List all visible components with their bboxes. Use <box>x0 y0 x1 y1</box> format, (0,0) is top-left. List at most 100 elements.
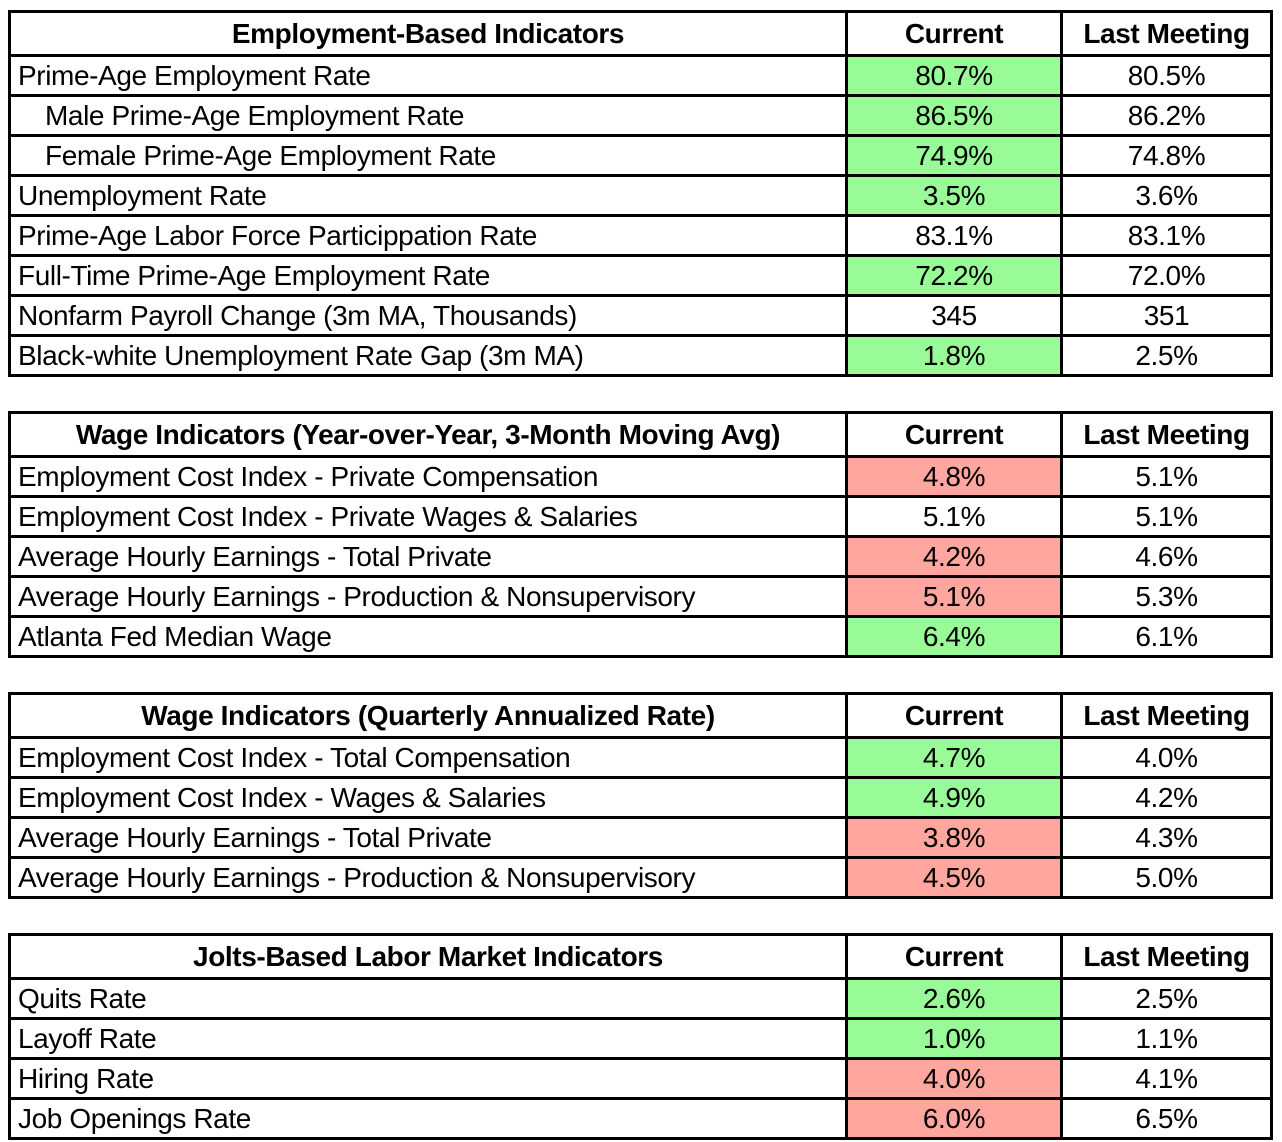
table-row: Unemployment Rate 3.5% 3.6% <box>8 174 1273 217</box>
indicator-label: Average Hourly Earnings - Total Private <box>8 816 848 859</box>
current-value: 1.0% <box>845 1017 1063 1060</box>
last-meeting-value: 5.0% <box>1060 856 1273 899</box>
current-column-header: Current <box>845 411 1063 458</box>
last-meeting-value: 5.3% <box>1060 575 1273 618</box>
table-title: Employment-Based Indicators <box>8 10 848 57</box>
indicator-label: Male Prime-Age Employment Rate <box>8 94 848 137</box>
last-meeting-column-header: Last Meeting <box>1060 411 1273 458</box>
employment-indicators-table: Employment-Based Indicators Current Last… <box>8 10 1273 377</box>
current-value: 72.2% <box>845 254 1063 297</box>
current-value: 4.9% <box>845 776 1063 819</box>
table-header-row: Jolts-Based Labor Market Indicators Curr… <box>8 933 1273 980</box>
indicator-label: Employment Cost Index - Wages & Salaries <box>8 776 848 819</box>
table-row: Female Prime-Age Employment Rate 74.9% 7… <box>8 134 1273 177</box>
current-value: 6.4% <box>845 615 1063 658</box>
table-row: Nonfarm Payroll Change (3m MA, Thousands… <box>8 294 1273 337</box>
current-value: 5.1% <box>845 495 1063 538</box>
current-value: 4.8% <box>845 455 1063 498</box>
indicator-label: Layoff Rate <box>8 1017 848 1060</box>
last-meeting-value: 74.8% <box>1060 134 1273 177</box>
table-row: Employment Cost Index - Private Compensa… <box>8 455 1273 498</box>
indicator-label: Nonfarm Payroll Change (3m MA, Thousands… <box>8 294 848 337</box>
wage-quarterly-indicators-table: Wage Indicators (Quarterly Annualized Ra… <box>8 692 1273 899</box>
indicator-label: Atlanta Fed Median Wage <box>8 615 848 658</box>
table-row: Layoff Rate 1.0% 1.1% <box>8 1017 1273 1060</box>
last-meeting-column-header: Last Meeting <box>1060 692 1273 739</box>
last-meeting-value: 83.1% <box>1060 214 1273 257</box>
table-header-row: Employment-Based Indicators Current Last… <box>8 10 1273 57</box>
table-row: Full-Time Prime-Age Employment Rate 72.2… <box>8 254 1273 297</box>
indicator-label: Average Hourly Earnings - Production & N… <box>8 575 848 618</box>
current-value: 1.8% <box>845 334 1063 377</box>
current-value: 4.0% <box>845 1057 1063 1100</box>
current-value: 2.6% <box>845 977 1063 1020</box>
last-meeting-value: 3.6% <box>1060 174 1273 217</box>
table-row: Employment Cost Index - Wages & Salaries… <box>8 776 1273 819</box>
last-meeting-column-header: Last Meeting <box>1060 10 1273 57</box>
current-value: 80.7% <box>845 54 1063 97</box>
last-meeting-value: 4.3% <box>1060 816 1273 859</box>
current-value: 3.5% <box>845 174 1063 217</box>
table-row: Average Hourly Earnings - Total Private … <box>8 535 1273 578</box>
table-row: Quits Rate 2.6% 2.5% <box>8 977 1273 1020</box>
last-meeting-value: 4.2% <box>1060 776 1273 819</box>
table-row: Average Hourly Earnings - Production & N… <box>8 856 1273 899</box>
current-value: 345 <box>845 294 1063 337</box>
wage-yoy-indicators-table: Wage Indicators (Year-over-Year, 3-Month… <box>8 411 1273 658</box>
last-meeting-value: 6.5% <box>1060 1097 1273 1140</box>
jolts-indicators-table: Jolts-Based Labor Market Indicators Curr… <box>8 933 1273 1140</box>
table-title: Jolts-Based Labor Market Indicators <box>8 933 848 980</box>
last-meeting-value: 86.2% <box>1060 94 1273 137</box>
last-meeting-value: 351 <box>1060 294 1273 337</box>
current-value: 6.0% <box>845 1097 1063 1140</box>
last-meeting-value: 5.1% <box>1060 495 1273 538</box>
last-meeting-value: 4.1% <box>1060 1057 1273 1100</box>
indicator-label: Hiring Rate <box>8 1057 848 1100</box>
table-row: Job Openings Rate 6.0% 6.5% <box>8 1097 1273 1140</box>
table-row: Hiring Rate 4.0% 4.1% <box>8 1057 1273 1100</box>
last-meeting-value: 72.0% <box>1060 254 1273 297</box>
current-value: 4.5% <box>845 856 1063 899</box>
indicator-label: Prime-Age Labor Force Particippation Rat… <box>8 214 848 257</box>
last-meeting-column-header: Last Meeting <box>1060 933 1273 980</box>
table-row: Employment Cost Index - Private Wages & … <box>8 495 1273 538</box>
table-row: Average Hourly Earnings - Total Private … <box>8 816 1273 859</box>
table-title: Wage Indicators (Quarterly Annualized Ra… <box>8 692 848 739</box>
last-meeting-value: 4.6% <box>1060 535 1273 578</box>
table-header-row: Wage Indicators (Quarterly Annualized Ra… <box>8 692 1273 739</box>
indicator-label: Unemployment Rate <box>8 174 848 217</box>
table-row: Employment Cost Index - Total Compensati… <box>8 736 1273 779</box>
table-title: Wage Indicators (Year-over-Year, 3-Month… <box>8 411 848 458</box>
table-row: Average Hourly Earnings - Production & N… <box>8 575 1273 618</box>
indicator-label: Black-white Unemployment Rate Gap (3m MA… <box>8 334 848 377</box>
table-row: Prime-Age Labor Force Particippation Rat… <box>8 214 1273 257</box>
current-value: 83.1% <box>845 214 1063 257</box>
indicator-label: Female Prime-Age Employment Rate <box>8 134 848 177</box>
current-value: 74.9% <box>845 134 1063 177</box>
indicator-label: Quits Rate <box>8 977 848 1020</box>
last-meeting-value: 80.5% <box>1060 54 1273 97</box>
current-value: 4.2% <box>845 535 1063 578</box>
indicator-label: Job Openings Rate <box>8 1097 848 1140</box>
table-row: Prime-Age Employment Rate 80.7% 80.5% <box>8 54 1273 97</box>
last-meeting-value: 2.5% <box>1060 334 1273 377</box>
last-meeting-value: 6.1% <box>1060 615 1273 658</box>
current-column-header: Current <box>845 933 1063 980</box>
indicator-label: Employment Cost Index - Private Wages & … <box>8 495 848 538</box>
current-value: 86.5% <box>845 94 1063 137</box>
table-row: Atlanta Fed Median Wage 6.4% 6.1% <box>8 615 1273 658</box>
current-value: 3.8% <box>845 816 1063 859</box>
indicator-label: Prime-Age Employment Rate <box>8 54 848 97</box>
current-value: 5.1% <box>845 575 1063 618</box>
current-value: 4.7% <box>845 736 1063 779</box>
indicator-label: Average Hourly Earnings - Total Private <box>8 535 848 578</box>
current-column-header: Current <box>845 10 1063 57</box>
last-meeting-value: 4.0% <box>1060 736 1273 779</box>
indicator-label: Employment Cost Index - Total Compensati… <box>8 736 848 779</box>
current-column-header: Current <box>845 692 1063 739</box>
indicator-label: Average Hourly Earnings - Production & N… <box>8 856 848 899</box>
table-header-row: Wage Indicators (Year-over-Year, 3-Month… <box>8 411 1273 458</box>
last-meeting-value: 5.1% <box>1060 455 1273 498</box>
indicator-label: Full-Time Prime-Age Employment Rate <box>8 254 848 297</box>
